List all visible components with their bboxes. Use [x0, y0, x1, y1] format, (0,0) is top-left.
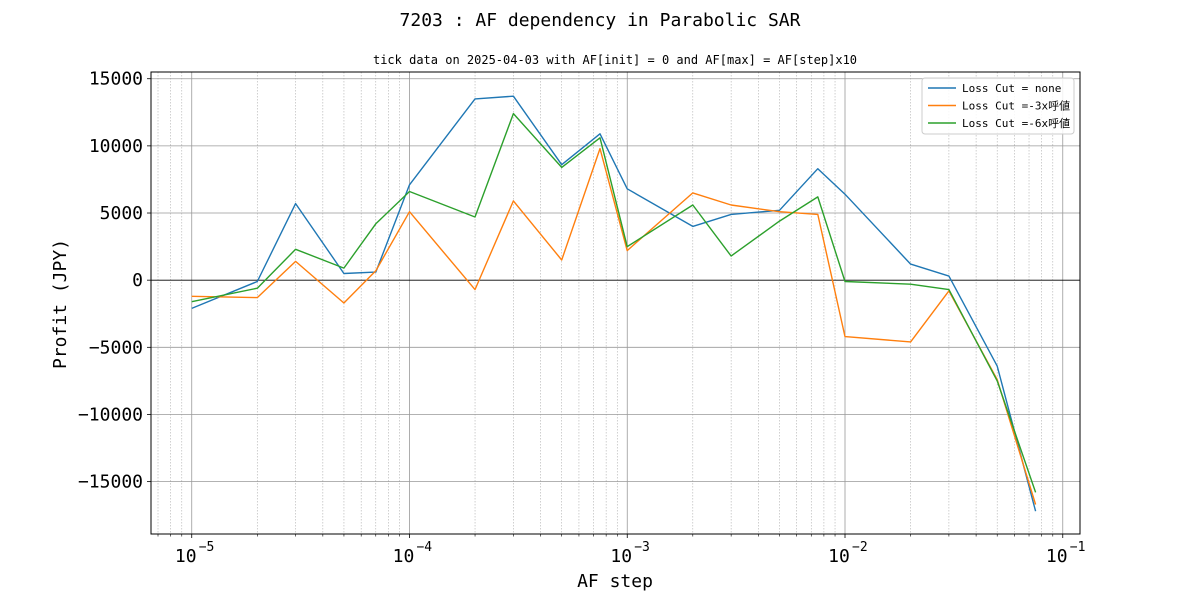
series-line-1	[191, 95, 1037, 512]
y-tick-label: 5000	[100, 203, 143, 224]
chart-subtitle: tick data on 2025-04-03 with AF[init] = …	[373, 53, 857, 67]
legend-label-2: Loss Cut =-3x呼値	[962, 100, 1070, 113]
legend: Loss Cut = none Loss Cut =-3x呼値 Loss Cut =…	[921, 77, 1075, 135]
plot-frame	[150, 71, 1081, 535]
y-tick-label: −5000	[89, 337, 143, 358]
y-axis-label: Profit (JPY)	[50, 239, 71, 369]
x-tick-exponent: −3	[634, 540, 650, 555]
legend-box	[921, 77, 1075, 135]
y-tick-label: 0	[132, 270, 143, 291]
series-line-2	[191, 147, 1037, 505]
x-tick-exponent: −2	[852, 540, 868, 555]
series-line-3	[191, 112, 1037, 493]
major-grid	[151, 72, 1080, 534]
x-tick-exponent: −4	[416, 540, 432, 555]
x-tick-label: 10	[393, 546, 415, 567]
x-tick-label: 10	[828, 546, 850, 567]
x-axis-label: AF step	[577, 571, 653, 592]
y-tick-label: −15000	[78, 472, 143, 493]
y-tick-label: −10000	[78, 404, 143, 425]
x-tick-exponent: −5	[199, 540, 215, 555]
chart-title: 7203 : AF dependency in Parabolic SAR	[400, 10, 801, 31]
x-tick-label: 10	[1046, 546, 1068, 567]
y-tick-label: 10000	[89, 136, 143, 157]
x-tick-label: 10	[610, 546, 632, 567]
legend-label-1: Loss Cut = none	[962, 82, 1061, 95]
legend-label-3: Loss Cut =-6x呼値	[962, 117, 1070, 130]
x-tick-exponent: −1	[1070, 540, 1086, 555]
y-axis: −15000 −10000 −5000 0 5000 10000 15000	[78, 69, 151, 493]
y-tick-label: 15000	[89, 69, 143, 90]
minor-grid	[157, 72, 1054, 534]
x-axis: 10 −5 10 −4 10 −3 10 −2 10 −1	[157, 534, 1086, 567]
x-tick-label: 10	[175, 546, 197, 567]
series-layer	[191, 95, 1037, 512]
